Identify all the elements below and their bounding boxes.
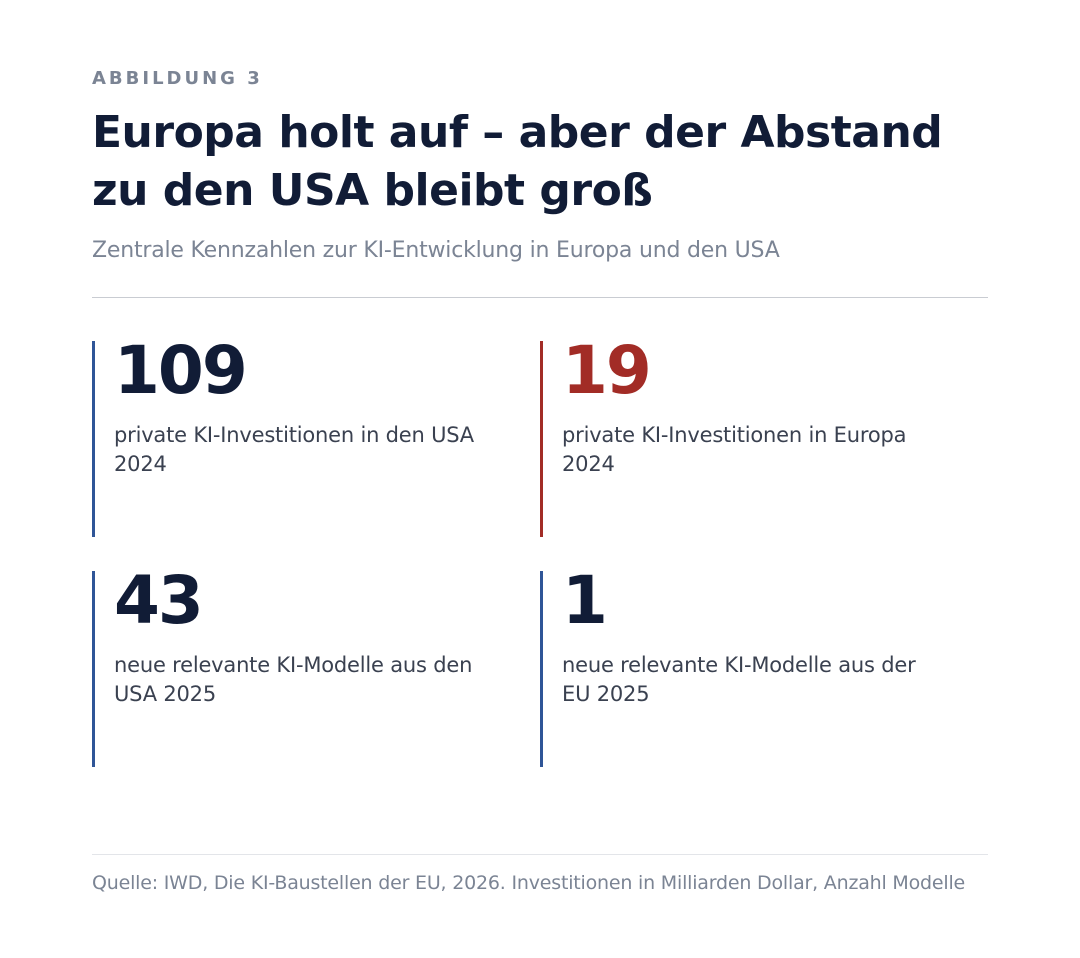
stat-value: 19 (562, 332, 652, 409)
stat-value: 43 (114, 562, 204, 639)
stat-usa-models: 43 neue relevante KI-Modelle aus den USA… (92, 562, 492, 767)
figure-label: ABBILDUNG 3 (92, 68, 263, 89)
subtitle: Zentrale Kennzahlen zur KI-Entwicklung i… (92, 238, 780, 263)
stat-description: neue relevante KI-Modelle aus der EU 202… (562, 653, 916, 706)
stat-description: neue relevante KI-Modelle aus den USA 20… (114, 653, 473, 706)
stat-accent-bar (540, 571, 543, 767)
stat-description: private KI-Investitionen in den USA 2024 (114, 423, 474, 476)
stat-description: private KI-Investitionen in Europa 2024 (562, 423, 907, 476)
stat-value: 109 (114, 332, 248, 409)
stat-accent-bar (92, 571, 95, 767)
stat-accent-bar (540, 341, 543, 537)
top-divider (92, 297, 988, 298)
stat-eu-models: 1 neue relevante KI-Modelle aus der EU 2… (540, 562, 940, 767)
source-note: Quelle: IWD, Die KI-Baustellen der EU, 2… (92, 872, 966, 894)
bottom-divider (92, 854, 988, 855)
stat-value: 1 (562, 562, 608, 639)
stat-europe-investment: 19 private KI-Investitionen in Europa 20… (540, 332, 940, 537)
stat-usa-investment: 109 private KI-Investitionen in den USA … (92, 332, 492, 537)
stat-accent-bar (92, 341, 95, 537)
page-title: Europa holt auf – aber der Abstand zu de… (92, 107, 943, 216)
